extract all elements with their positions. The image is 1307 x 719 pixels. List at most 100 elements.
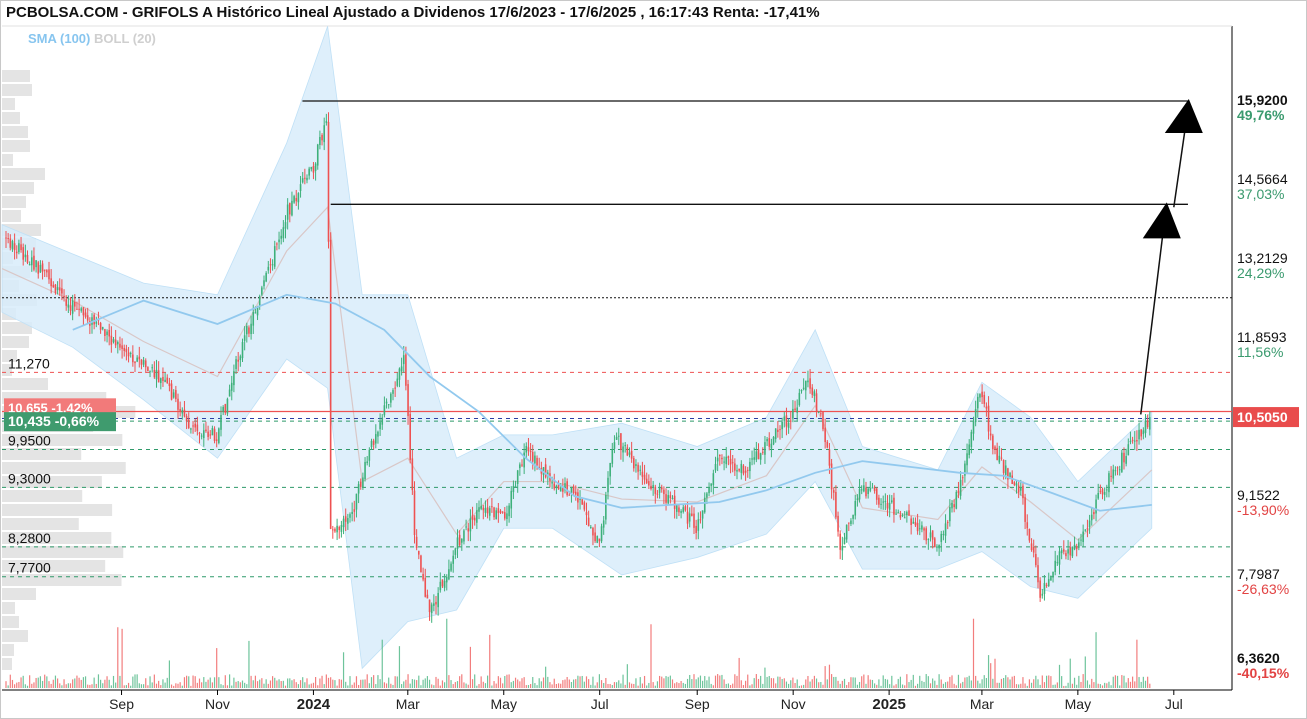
candle-body bbox=[1112, 469, 1115, 479]
candle-body bbox=[465, 526, 467, 528]
volume-bar bbox=[734, 674, 736, 688]
candle-body bbox=[987, 405, 990, 432]
previous-price-label: 10,655 -1,42% bbox=[8, 400, 93, 415]
candle-body bbox=[633, 458, 635, 469]
volume-bar bbox=[764, 667, 766, 688]
candle-body bbox=[424, 577, 427, 597]
volume-bar bbox=[650, 624, 652, 688]
volume-bar bbox=[119, 675, 121, 688]
volume-bar bbox=[570, 682, 573, 688]
candle-body bbox=[1082, 531, 1084, 543]
candle-body bbox=[342, 518, 345, 528]
volume-bar bbox=[1086, 680, 1089, 688]
volume-bar bbox=[766, 676, 768, 688]
candle-body bbox=[101, 327, 104, 330]
volume-bar bbox=[1084, 656, 1086, 688]
volume-bar bbox=[358, 684, 360, 688]
candle-body bbox=[237, 359, 239, 362]
candle-body bbox=[1067, 549, 1069, 554]
candle-body bbox=[215, 439, 218, 441]
x-axis-ticks bbox=[121, 690, 1175, 695]
volume-bar bbox=[155, 683, 158, 688]
volume-bar bbox=[41, 680, 44, 688]
candle-body bbox=[379, 422, 381, 430]
volume-profile-bar bbox=[2, 98, 15, 110]
volume-bar bbox=[504, 676, 506, 688]
volume-bar bbox=[545, 666, 547, 688]
volume-bar bbox=[428, 679, 431, 688]
candle-body bbox=[1080, 539, 1082, 541]
volume-bar bbox=[712, 685, 714, 688]
volume-bar bbox=[1039, 684, 1041, 688]
candle-body bbox=[562, 486, 564, 492]
candle-body bbox=[151, 367, 153, 369]
candle-body bbox=[359, 481, 362, 487]
volume-bar bbox=[676, 682, 678, 688]
volume-bar bbox=[530, 684, 532, 688]
candle-body bbox=[996, 447, 998, 461]
candle-body bbox=[903, 517, 906, 519]
volume-bar bbox=[287, 678, 289, 688]
candle-body bbox=[951, 502, 953, 509]
volume-bar bbox=[1026, 685, 1028, 688]
volume-bar bbox=[525, 685, 527, 688]
candle-body bbox=[1045, 584, 1048, 586]
volume-bar bbox=[272, 676, 274, 688]
candle-body bbox=[510, 490, 513, 509]
volume-bar bbox=[917, 683, 919, 688]
candle-body bbox=[1140, 429, 1142, 437]
volume-profile-bar bbox=[2, 490, 83, 502]
x-tick-label: Sep bbox=[109, 696, 134, 712]
volume-bar bbox=[721, 674, 723, 688]
target-arrows bbox=[1140, 99, 1203, 415]
volume-bar bbox=[562, 680, 564, 688]
volume-bar bbox=[181, 685, 183, 688]
candle-body bbox=[688, 513, 691, 522]
candle-body bbox=[71, 300, 74, 314]
volume-bar bbox=[693, 674, 695, 688]
volume-bar bbox=[213, 677, 216, 688]
volume-bar bbox=[800, 685, 803, 688]
volume-bar bbox=[143, 684, 145, 688]
volume-bar bbox=[934, 680, 936, 688]
volume-profile-bar bbox=[2, 126, 28, 138]
right-axis-price: 9,1522 bbox=[1237, 487, 1280, 503]
candle-body bbox=[114, 339, 117, 346]
volume-bar bbox=[1140, 681, 1142, 688]
volume-bar bbox=[67, 683, 69, 688]
candle-body bbox=[375, 434, 377, 444]
candle-body bbox=[850, 520, 852, 524]
volume-bar bbox=[1048, 675, 1050, 688]
candle-body bbox=[899, 514, 902, 518]
volume-bar bbox=[50, 683, 52, 688]
volume-bar bbox=[671, 679, 674, 688]
volume-bar bbox=[770, 678, 772, 688]
volume-bar bbox=[471, 679, 474, 688]
candle-body bbox=[304, 177, 306, 179]
volume-bar bbox=[983, 675, 985, 688]
volume-bar bbox=[1035, 675, 1037, 688]
candle-body bbox=[278, 239, 280, 243]
candle-body bbox=[871, 487, 874, 489]
volume-bar bbox=[1011, 676, 1013, 688]
candle-body bbox=[581, 499, 583, 505]
candle-body bbox=[1114, 470, 1117, 472]
volume-bar bbox=[579, 676, 581, 688]
candle-body bbox=[966, 453, 968, 466]
candle-body bbox=[777, 429, 779, 432]
candle-body bbox=[888, 502, 891, 510]
volume-bar bbox=[325, 674, 327, 688]
volume-bar bbox=[396, 676, 398, 688]
candle-body bbox=[873, 487, 876, 492]
candle-body bbox=[587, 517, 590, 527]
candle-body bbox=[314, 163, 317, 171]
candle-body bbox=[1037, 565, 1039, 583]
volume-bar bbox=[267, 683, 269, 688]
x-tick-label: Mar bbox=[970, 696, 994, 712]
volume-bar bbox=[173, 685, 175, 688]
volume-profile-bar bbox=[2, 630, 28, 642]
volume-bar bbox=[957, 674, 960, 688]
candle-body bbox=[46, 270, 48, 273]
volume-bar bbox=[704, 676, 706, 688]
volume-bar bbox=[422, 679, 424, 688]
